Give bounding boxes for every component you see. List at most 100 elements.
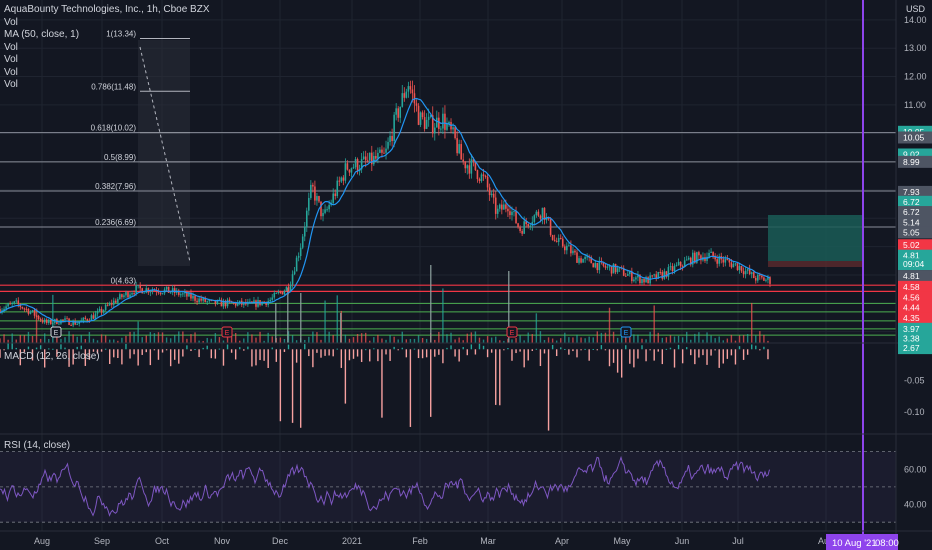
candle-body-349 [708,252,710,257]
price-badge-1 [898,131,932,144]
macd-bar-190 [385,349,387,355]
macd-bar-290 [588,349,590,361]
volume-bar-208 [421,337,424,343]
volume-bar-198 [401,331,403,343]
price-badge-7 [898,216,932,229]
candle-body-271 [549,219,552,235]
candle-body-294 [596,263,599,271]
macd-bar-366 [742,349,745,360]
candle-body-164 [332,193,334,203]
price-badge-label-7: 5.14 [903,218,920,228]
macd-bar-28 [56,349,58,357]
volume-bar-260 [527,332,529,343]
candle-body-180 [364,156,367,161]
macd-bar-178 [360,349,363,363]
macd-bar-200 [405,349,408,358]
legend-line-1[interactable]: Vol [4,16,18,28]
candle-body-143 [289,284,292,292]
macd-bar-312 [633,349,635,368]
candle-body-295 [598,260,601,271]
macd-bar-194 [393,346,395,350]
macd-bar-330 [669,347,672,350]
volume-bar-322 [653,305,655,343]
time-tick-6: Feb [412,536,428,546]
volume-bar-76 [153,333,156,343]
candle-body-190 [385,148,387,153]
candle-body-215 [436,117,438,128]
volume-bar-228 [462,340,464,343]
macd-bar-30 [60,344,62,350]
candle-body-293 [594,263,597,268]
candle-body-70 [141,288,144,294]
candle-body-244 [494,197,497,214]
macd-tick-2: -0.10 [904,407,925,417]
volume-bar-58 [117,340,119,343]
macd-bar-320 [649,349,651,351]
volume-bar-134 [271,336,273,343]
volume-bar-118 [239,340,241,343]
candle-body-285 [578,258,580,263]
volume-bar-274 [555,340,558,343]
candle-body-52 [104,304,107,310]
volume-bar-312 [633,334,635,343]
candle-body-31 [62,319,64,321]
macd-bar-364 [738,346,741,350]
candle-body-329 [667,267,670,277]
macd-bar-130 [263,349,265,361]
time-tick-3: Nov [214,536,231,546]
candle-body-94 [190,292,192,299]
candle-body-237 [480,174,483,181]
candle-body-26 [52,323,54,325]
candle-body-20 [39,319,42,321]
legend-line-3[interactable]: Vol [4,41,18,53]
symbol-title[interactable]: AquaBounty Technologies, Inc., 1h, Cboe … [4,4,210,15]
volume-bar-226 [458,337,460,343]
macd-bar-132 [267,349,269,368]
candle-body-123 [249,301,251,303]
candle-body-68 [137,285,139,287]
volume-bar-376 [763,334,765,343]
earnings-marker-label-3: E [624,330,629,337]
candle-body-256 [519,227,521,231]
macd-bar-124 [251,349,253,367]
macd-bar-56 [113,349,115,358]
volume-bar-106 [214,333,217,343]
candle-body-354 [718,256,721,264]
candle-body-357 [724,259,727,263]
candle-body-181 [366,160,369,162]
macd-bar-268 [543,349,546,354]
macd-bar-80 [161,349,164,353]
candle-body-260 [527,224,530,227]
legend-line-5[interactable]: Vol [4,66,18,78]
candle-body-345 [700,255,702,261]
macd-bar-88 [178,349,180,364]
candle-body-340 [689,257,692,265]
candle-body-140 [283,290,286,295]
legend-line-6[interactable]: Vol [4,79,18,90]
fib-label-3: 0.5(8.99) [104,153,136,162]
rsi-pane-label[interactable]: RSI (14, close) [4,440,71,451]
candle-body-379 [769,277,771,284]
macd-bar-84 [169,349,172,367]
price-badge-12 [898,270,932,283]
volume-bar-320 [649,331,651,343]
candle-body-147 [297,256,300,258]
volume-bar-88 [178,331,180,343]
macd-pane-label[interactable]: MACD (12, 26, close) [4,351,100,362]
earnings-marker-label-0: E [54,330,59,337]
volume-bar-236 [478,337,481,343]
volume-bar-202 [409,338,412,343]
macd-bar-270 [547,349,550,431]
price-badge-label-3: 8.99 [903,157,920,167]
candle-body-153 [310,184,312,198]
candle-body-367 [744,270,747,275]
volume-bar-34 [68,331,70,343]
candle-body-359 [728,259,731,263]
legend-line-2[interactable]: MA (50, close, 1) [4,29,80,40]
volume-bar-222 [450,332,452,343]
legend-line-4[interactable]: Vol [4,54,18,65]
volume-bar-242 [490,337,493,343]
volume-bar-130 [263,340,265,343]
price-badge-9 [898,239,932,252]
